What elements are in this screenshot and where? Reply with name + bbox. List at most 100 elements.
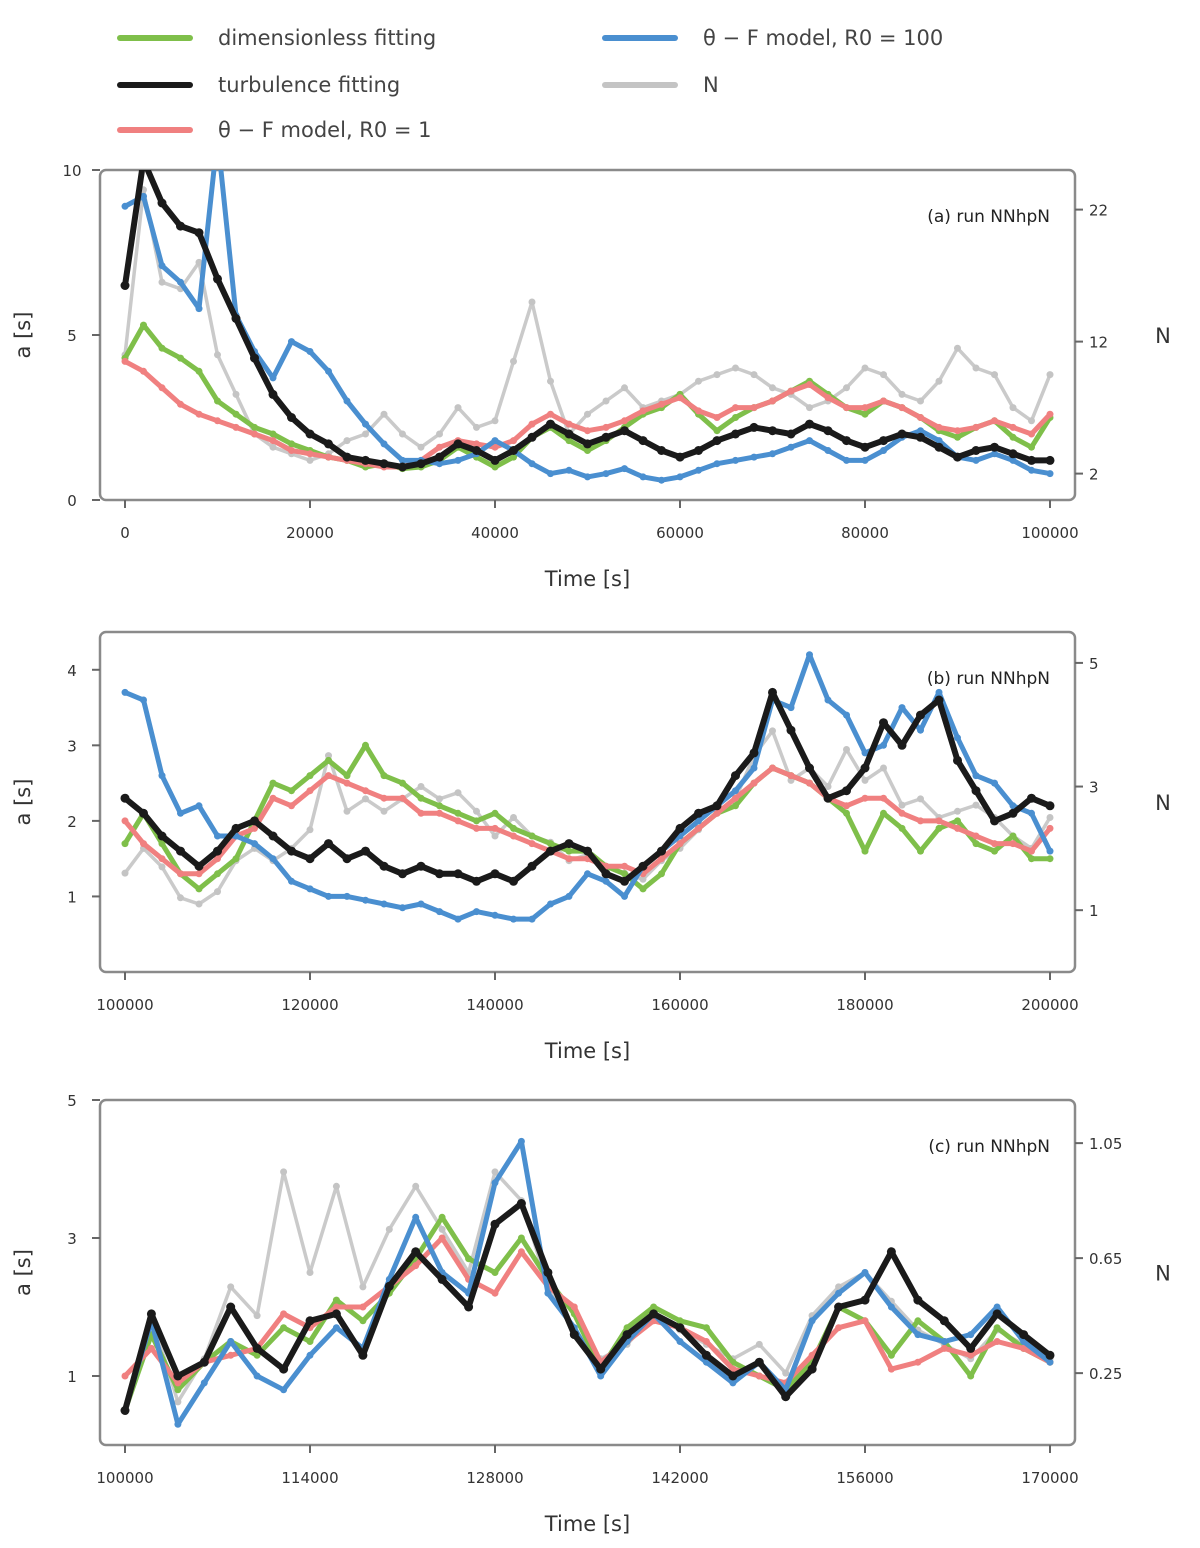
y-tick-label: 0 — [67, 492, 77, 510]
data-point-blue — [253, 1372, 261, 1380]
data-point-green — [325, 756, 332, 764]
data-point-grey — [806, 404, 813, 412]
data-point-blue — [412, 1213, 420, 1221]
data-point-black — [361, 846, 370, 856]
y2-axis-label: N — [1155, 1262, 1171, 1286]
data-point-green — [140, 321, 147, 329]
data-point-red — [898, 404, 906, 412]
chart-panel-1: 100000 120000 140000 160000 180000 200000 1 2 3 4… — [11, 630, 1171, 1063]
y-tick-label: 1 — [67, 888, 77, 906]
data-point-red — [750, 404, 758, 412]
data-point-black — [897, 429, 907, 439]
y-axis-label: a [s] — [11, 1249, 35, 1296]
data-point-red — [359, 1303, 367, 1311]
data-point-blue — [121, 688, 129, 696]
data-point-black — [805, 763, 814, 773]
data-point-black — [916, 432, 925, 442]
y-tick-label: 5 — [67, 327, 77, 345]
data-point-green — [214, 397, 221, 405]
data-point-grey — [343, 807, 351, 815]
data-point-blue — [288, 877, 295, 885]
data-point-blue — [454, 456, 462, 464]
data-point-black — [490, 869, 500, 879]
data-point-blue — [280, 1386, 288, 1394]
data-point-grey — [253, 1312, 261, 1320]
data-point-black — [379, 459, 389, 469]
data-point-grey — [436, 795, 443, 803]
data-point-blue — [835, 1289, 843, 1297]
data-point-blue — [940, 1338, 948, 1345]
y-tick-label: 10 — [62, 162, 81, 180]
data-point-black — [916, 710, 925, 720]
y2-tick-label: 0.65 — [1089, 1250, 1122, 1268]
chart-panel-2: 100000 114000 128000 142000 156000 170000 1 3 5 0… — [11, 1092, 1171, 1536]
data-point-green — [510, 824, 517, 832]
data-point-red — [140, 367, 147, 375]
data-point-black — [583, 439, 592, 449]
data-point-black — [1045, 801, 1055, 811]
data-point-green — [898, 824, 906, 832]
data-point-green — [1028, 443, 1035, 451]
data-point-red — [438, 1234, 446, 1242]
data-point-red — [491, 1289, 499, 1297]
data-point-blue — [380, 440, 388, 448]
y2-axis-label: N — [1155, 791, 1171, 815]
data-point-red — [158, 855, 166, 863]
data-point-red — [887, 1365, 895, 1373]
data-point-black — [992, 1309, 1002, 1319]
data-point-black — [731, 429, 740, 439]
data-point-grey — [269, 443, 277, 451]
data-point-black — [786, 429, 796, 439]
data-point-grey — [158, 278, 166, 286]
data-point-red — [1046, 410, 1054, 418]
y2-tick-label: 12 — [1089, 334, 1108, 352]
data-point-red — [177, 400, 184, 408]
data-point-black — [823, 793, 833, 803]
data-point-red — [288, 802, 295, 810]
data-point-red — [510, 437, 517, 445]
y2-axis-label: N — [1155, 324, 1171, 348]
data-point-blue — [843, 711, 850, 719]
data-point-blue — [972, 456, 980, 464]
data-point-grey — [359, 1283, 367, 1291]
data-point-blue — [861, 456, 869, 464]
data-point-grey — [1046, 371, 1054, 379]
data-point-grey — [528, 298, 536, 306]
data-point-blue — [140, 696, 147, 704]
plot-frame — [98, 1098, 1077, 1447]
series-line-green — [122, 1214, 1053, 1413]
data-point-green — [491, 809, 499, 817]
data-point-red — [676, 840, 684, 848]
data-point-black — [331, 1309, 341, 1319]
data-point-red — [565, 855, 573, 863]
y-tick-label: 3 — [67, 1230, 77, 1248]
data-point-black — [342, 854, 352, 864]
data-point-blue — [935, 688, 943, 696]
data-point-grey — [306, 1269, 314, 1276]
data-point-red — [325, 453, 332, 461]
data-point-black — [990, 442, 999, 452]
data-point-red — [565, 420, 573, 428]
data-point-blue — [121, 202, 129, 210]
data-point-black — [437, 1274, 447, 1284]
data-point-red — [917, 414, 924, 421]
data-point-black — [601, 432, 611, 442]
x-tick-label: 140000 — [466, 996, 523, 1014]
data-point-black — [860, 1295, 870, 1305]
series-line-red — [122, 1235, 1053, 1386]
data-point-grey — [412, 1182, 420, 1190]
data-point-black — [842, 786, 851, 796]
x-tick-label: 200000 — [1021, 996, 1078, 1014]
data-point-black — [1027, 455, 1036, 465]
data-point-grey — [1028, 417, 1035, 425]
data-point-red — [621, 417, 628, 425]
data-point-grey — [917, 397, 924, 405]
data-point-black — [453, 869, 463, 879]
data-point-grey — [755, 1340, 763, 1348]
data-point-blue — [713, 460, 721, 468]
data-point-green — [362, 741, 369, 749]
data-point-grey — [177, 894, 184, 902]
data-point-grey — [491, 832, 499, 840]
data-point-red — [914, 1358, 922, 1366]
legend: dimensionless fitting turbulence fitting θ… — [117, 26, 943, 142]
